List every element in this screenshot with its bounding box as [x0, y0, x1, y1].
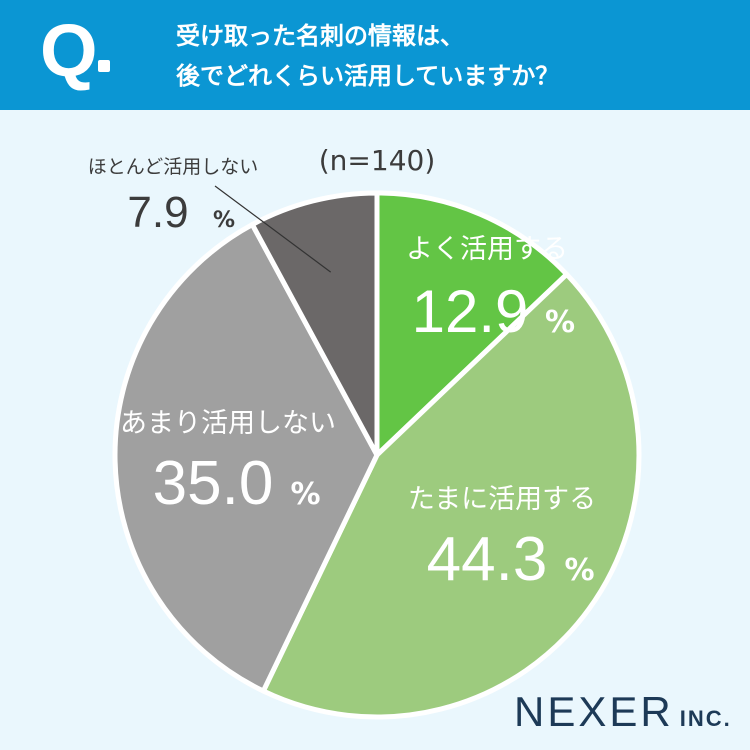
slice-percent-sign: %: [213, 208, 235, 233]
pie-slice: [260, 271, 642, 720]
pie-slice: [249, 190, 380, 458]
logo-sub-text: INC.: [679, 706, 732, 731]
question-header: Q 受け取った名刺の情報は、 後でどれくらい活用していますか？: [0, 0, 750, 110]
slice-value-label: 7.9: [127, 188, 188, 237]
slice-category-label: よく活用する: [406, 234, 568, 265]
sample-size-label: (n=140): [319, 144, 436, 177]
slice-category-label: たまに活用する: [408, 484, 596, 515]
pie-slice: [374, 190, 570, 458]
slice-percent-sign: %: [291, 477, 321, 512]
logo-main-text: NEXER: [514, 688, 674, 735]
slice-value-label: 12.9: [412, 278, 529, 345]
slice-percent-sign: %: [565, 553, 595, 588]
slice-category-label: ほとんど活用しない: [88, 156, 258, 178]
question-line-2: 後でどれくらい活用していますか？: [176, 62, 560, 90]
question-line-1: 受け取った名刺の情報は、: [176, 22, 464, 50]
slice-value-label: 44.3: [427, 525, 548, 594]
slice-category-label: あまり活用しない: [120, 408, 336, 439]
slice-percent-sign: %: [545, 305, 575, 340]
question-text: 受け取った名刺の情報は、 後でどれくらい活用していますか？: [176, 16, 736, 96]
pie-slice: [112, 222, 380, 694]
q-dot-icon: [98, 60, 110, 72]
leader-line: [214, 185, 332, 273]
nexer-logo: NEXER INC.: [514, 688, 732, 736]
q-mark: Q: [40, 9, 98, 92]
slice-value-label: 35.0: [153, 449, 274, 518]
